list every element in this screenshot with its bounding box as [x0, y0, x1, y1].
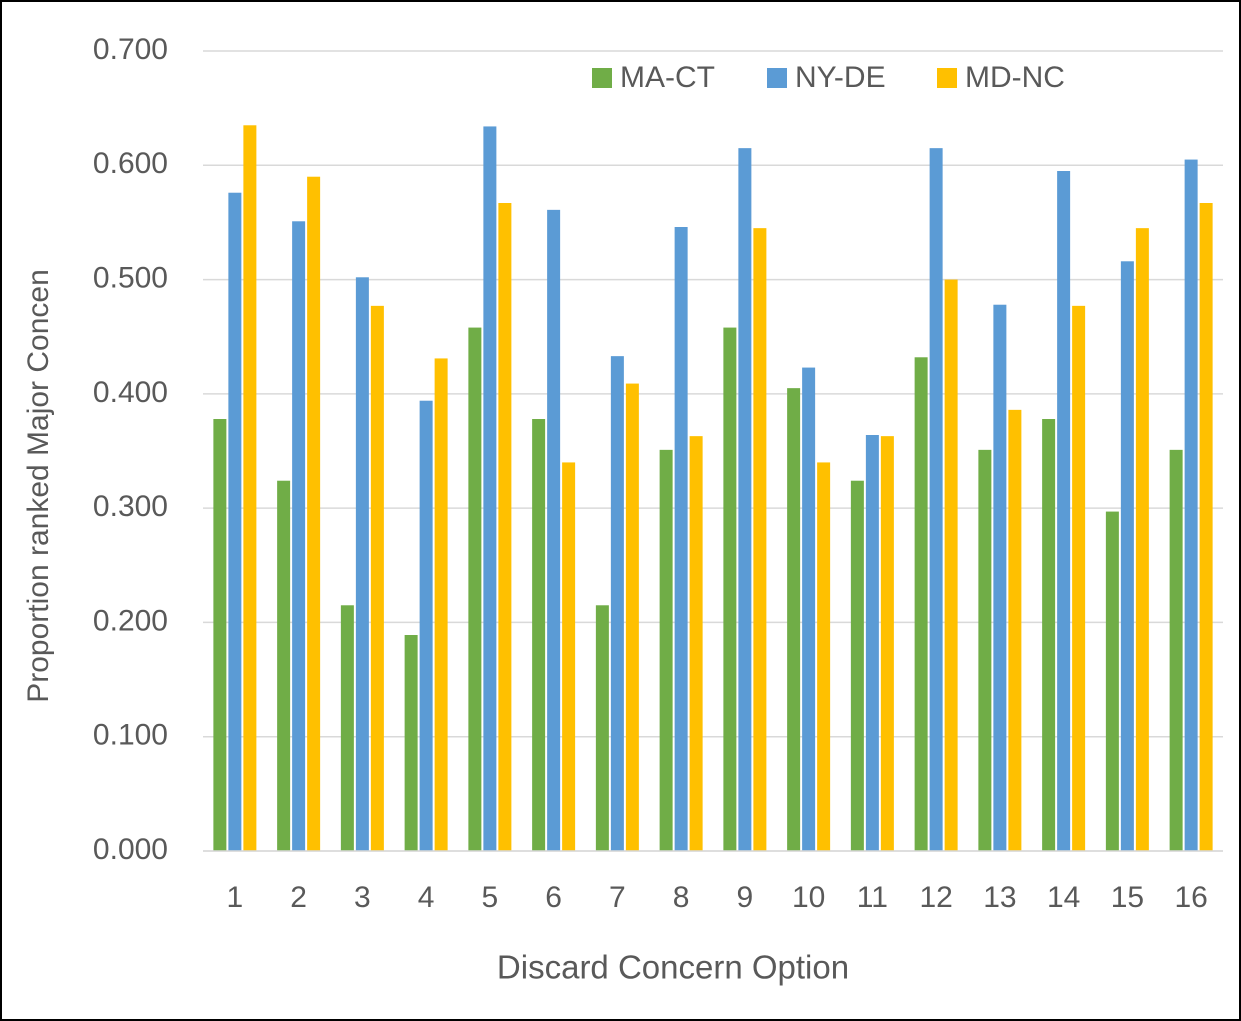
bar	[370, 305, 384, 851]
x-tick-label: 8	[673, 881, 690, 914]
bar	[880, 436, 894, 851]
bar	[1057, 171, 1071, 851]
bar	[802, 367, 816, 851]
bar	[340, 605, 354, 851]
bar	[689, 436, 703, 851]
y-tick-label: 0.500	[93, 261, 168, 294]
x-tick-label: 15	[1111, 881, 1144, 914]
x-tick-label: 1	[227, 881, 244, 914]
bar	[292, 221, 306, 852]
x-tick-label: 10	[792, 881, 825, 914]
bar	[1120, 261, 1134, 851]
bar	[307, 176, 321, 851]
y-tick-label: 0.400	[93, 376, 168, 409]
bar	[929, 148, 943, 852]
legend-label: MD-NC	[965, 61, 1065, 94]
bar	[1169, 449, 1183, 851]
y-tick-label: 0.200	[93, 604, 168, 637]
bar	[914, 357, 928, 851]
bar	[625, 383, 639, 851]
y-tick-label: 0.300	[93, 490, 168, 523]
bar	[753, 228, 767, 852]
x-tick-label: 16	[1174, 881, 1207, 914]
x-tick-label: 4	[418, 881, 435, 914]
bar	[228, 192, 242, 851]
bar	[659, 449, 673, 851]
bar	[595, 605, 609, 851]
x-tick-label: 6	[545, 881, 562, 914]
legend-swatch	[767, 68, 787, 88]
bar	[562, 462, 576, 851]
y-tick-label: 0.700	[93, 33, 168, 66]
bar	[978, 449, 992, 851]
bar	[404, 635, 418, 851]
legend-label: MA-CT	[620, 61, 715, 94]
bar	[817, 462, 831, 851]
bar	[498, 203, 512, 851]
y-tick-label: 0.000	[93, 833, 168, 866]
bar	[547, 209, 561, 851]
x-tick-label: 3	[354, 881, 371, 914]
bar	[787, 388, 801, 851]
legend-label: NY-DE	[795, 61, 886, 94]
bar	[944, 279, 958, 852]
bar	[434, 358, 448, 851]
y-axis-title: Proportion ranked Major Concen	[22, 269, 55, 703]
bar	[850, 480, 864, 851]
bar	[674, 227, 688, 851]
legend-swatch	[937, 68, 957, 88]
x-tick-label: 14	[1047, 881, 1080, 914]
bar	[532, 419, 546, 851]
y-tick-label: 0.600	[93, 147, 168, 180]
bar	[483, 126, 497, 851]
bar	[1072, 305, 1086, 851]
bar	[610, 356, 624, 851]
x-tick-label: 2	[290, 881, 307, 914]
bar	[1199, 203, 1213, 851]
bar	[243, 125, 257, 852]
x-tick-label: 7	[609, 881, 626, 914]
bar	[1105, 511, 1119, 851]
bar	[355, 277, 369, 851]
bar	[1135, 228, 1149, 852]
bar	[213, 419, 227, 851]
bar	[277, 480, 291, 851]
bar	[419, 400, 433, 851]
bar	[468, 327, 482, 852]
bar	[1008, 409, 1022, 851]
y-tick-label: 0.100	[93, 719, 168, 752]
bar	[738, 148, 752, 852]
x-tick-label: 11	[857, 881, 888, 914]
bar	[723, 327, 737, 852]
x-tick-label: 9	[737, 881, 754, 914]
x-axis-title: Discard Concern Option	[497, 949, 849, 986]
x-tick-label: 12	[919, 881, 952, 914]
x-tick-label: 13	[983, 881, 1016, 914]
bar	[993, 304, 1007, 851]
bar	[1042, 419, 1056, 851]
bar	[865, 435, 879, 851]
legend-swatch	[592, 68, 612, 88]
x-tick-label: 5	[482, 881, 499, 914]
bar	[1184, 159, 1198, 852]
